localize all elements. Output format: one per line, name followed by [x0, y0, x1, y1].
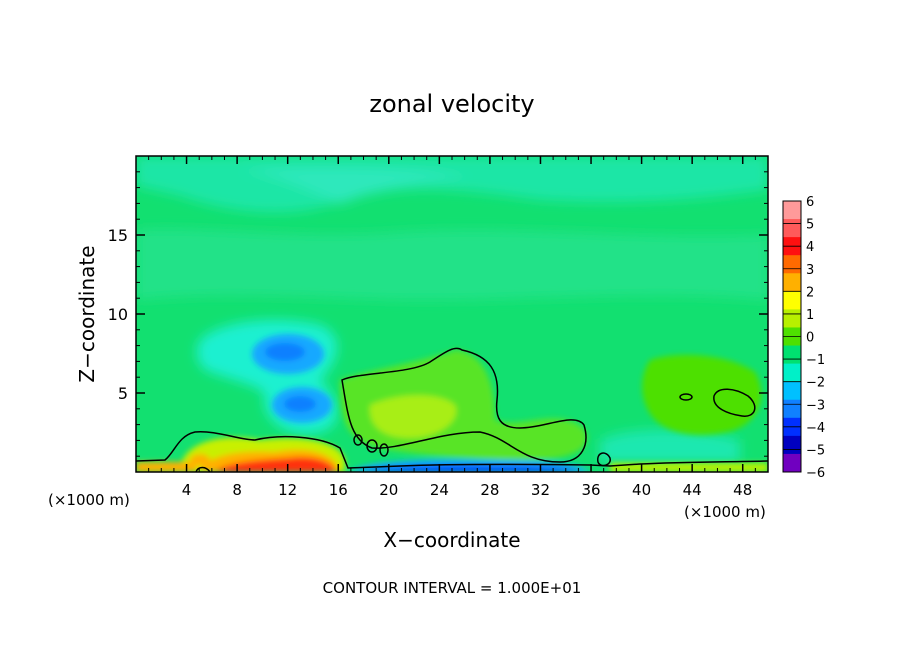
colorbar-swatch: [783, 381, 801, 401]
y-axis-label: Z−coordinate: [75, 245, 99, 382]
colorbar-swatch: [783, 399, 801, 419]
x-tick-label: 48: [733, 481, 752, 499]
colorbar-label: −4: [806, 421, 825, 436]
x-tick-label: 44: [683, 481, 702, 499]
colorbar-label: 5: [806, 218, 814, 233]
contour-bottom-small: [195, 466, 211, 472]
plot-area: [136, 156, 768, 472]
colorbar-label: 6: [806, 195, 814, 210]
colorbar-label: 2: [806, 285, 814, 300]
surface-easterly-jet-core: [360, 465, 580, 472]
contour-left: [136, 431, 768, 469]
x-tick-label: 24: [430, 481, 449, 499]
colorbar-swatch: [783, 453, 801, 473]
colorbar-label: 1: [806, 308, 814, 323]
right-positive-patch: [642, 354, 762, 435]
x-tick-label: 36: [581, 481, 600, 499]
surface-westerly-jet-core: [215, 457, 336, 472]
x-tick-label: 20: [379, 481, 398, 499]
contour-right-loop: [713, 388, 756, 417]
contour-small-1: [353, 434, 363, 446]
x-axis-label: X−coordinate: [383, 528, 520, 552]
colorbar-label: −6: [806, 466, 825, 481]
x-tick-label: 8: [232, 481, 242, 499]
zero-contours: [136, 347, 768, 472]
contour-small-4: [597, 452, 611, 467]
lower-left-strip: [136, 462, 196, 472]
colorbar-label: −1: [806, 353, 825, 368]
colorbar-label: −3: [806, 398, 825, 413]
right-surface-strip: [610, 463, 768, 472]
contour-small-5: [679, 393, 693, 401]
colorbar-label: 4: [806, 240, 814, 255]
blue-core-upper-inner: [265, 343, 305, 361]
upper-easterly-band-core: [240, 167, 470, 204]
blue-core-lower-inner: [284, 396, 316, 412]
x-tick-label: 28: [480, 481, 499, 499]
colorbar-swatch: [783, 363, 801, 383]
colorbar-swatch: [783, 435, 801, 455]
colorbar-swatch: [783, 309, 801, 328]
colorbar-swatch: [783, 255, 801, 274]
y-tick-label: 10: [108, 305, 128, 324]
y-tick-label: 15: [108, 226, 128, 245]
colorbar-label: 0: [806, 331, 814, 346]
colorbar-swatch: [783, 273, 801, 292]
x-tick-label: 32: [531, 481, 550, 499]
colorbar-swatch: [783, 291, 801, 310]
x-unit-right: (×1000 m): [684, 503, 766, 521]
colorbar: 6 5 4 3 2 1 0 −1 −2 −3 −4 −5 −6: [782, 195, 825, 481]
x-tick-label: 12: [278, 481, 297, 499]
y-axis: 5 10 15: [108, 171, 768, 457]
colorbar-label: −5: [806, 443, 825, 458]
y-tick-label: 5: [118, 384, 128, 403]
contour-interval-note: CONTOUR INTERVAL = 1.000E+01: [323, 579, 582, 597]
colorbar-label: −2: [806, 376, 825, 391]
colorbar-swatch: [783, 219, 801, 238]
colorbar-swatch: [783, 345, 801, 365]
chart-title: zonal velocity: [369, 90, 534, 118]
x-tick-label: 16: [329, 481, 348, 499]
x-axis: 4 8 12 16 20 24 28 32 36 40 44 48: [148, 156, 756, 499]
contour-small-2: [366, 439, 378, 453]
mid-level-region: [136, 228, 768, 300]
colorbar-label: 3: [806, 263, 814, 278]
x-tick-label: 4: [182, 481, 192, 499]
contour-positive-lobe: [341, 347, 587, 463]
positive-lobe-core: [369, 395, 457, 438]
x-tick-label: 40: [632, 481, 651, 499]
colorbar-swatch: [783, 201, 801, 220]
right-cyan-patch: [600, 429, 740, 462]
x-unit-left: (×1000 m): [48, 491, 130, 509]
contour-small-3: [379, 443, 389, 457]
